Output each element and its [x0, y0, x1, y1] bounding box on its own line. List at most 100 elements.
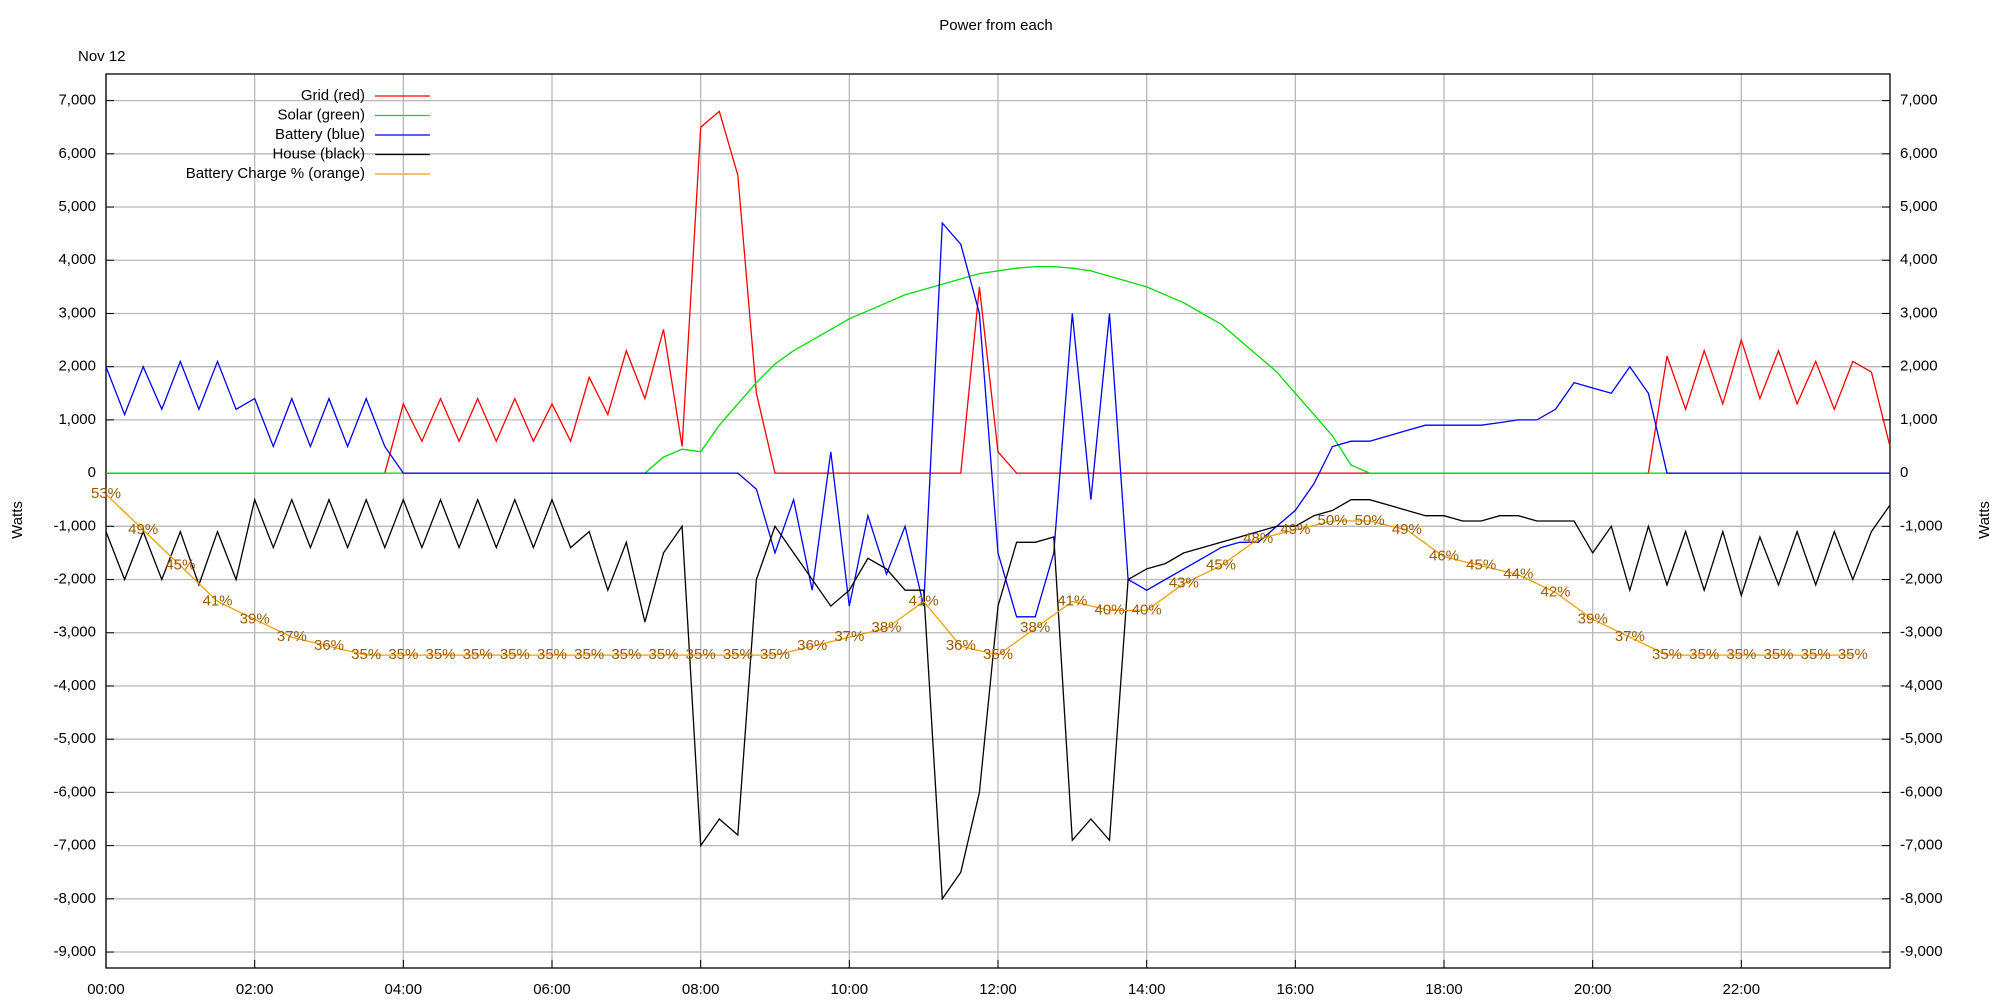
y2-tick-label: 2,000 [1900, 358, 1938, 375]
legend-label: House (black) [272, 145, 365, 162]
y2-tick-label: 4,000 [1900, 251, 1938, 268]
y-tick-label: -6,000 [53, 783, 96, 800]
data-label: 36% [946, 637, 976, 654]
legend-label: Solar (green) [277, 106, 365, 123]
data-label: 43% [1169, 575, 1199, 592]
y-tick-label: 6,000 [58, 145, 96, 162]
data-label: 38% [871, 619, 901, 636]
y-tick-label: -4,000 [53, 677, 96, 694]
data-label: 42% [1540, 583, 1570, 600]
y-tick-label: -7,000 [53, 837, 96, 854]
y2-tick-label: -8,000 [1900, 890, 1943, 907]
data-label: 49% [1280, 521, 1310, 538]
legend-label: Grid (red) [301, 87, 365, 104]
data-label: 35% [760, 646, 790, 663]
data-label: 41% [1057, 592, 1087, 609]
y2-tick-label: -1,000 [1900, 517, 1943, 534]
x-tick-label: 22:00 [1723, 981, 1761, 998]
data-label: 53% [91, 485, 121, 502]
chart-title: Power from each [939, 17, 1052, 34]
data-label: 35% [425, 646, 455, 663]
x-tick-label: 14:00 [1128, 981, 1166, 998]
y2-tick-label: 6,000 [1900, 145, 1938, 162]
data-label: 45% [1206, 557, 1236, 574]
y-tick-label: -9,000 [53, 943, 96, 960]
y2-axis-label: Watts [1976, 501, 1993, 539]
y-tick-label: 1,000 [58, 411, 96, 428]
x-tick-label: 20:00 [1574, 981, 1612, 998]
data-label: 35% [388, 646, 418, 663]
data-label: 35% [648, 646, 678, 663]
y-tick-label: 7,000 [58, 92, 96, 109]
data-label: 36% [797, 637, 827, 654]
data-label: 35% [983, 646, 1013, 663]
data-label: 35% [723, 646, 753, 663]
series-line [105, 221, 1890, 618]
chart-subtitle: Nov 12 [78, 48, 126, 65]
y-tick-label: 5,000 [58, 198, 96, 215]
x-tick-label: 10:00 [831, 981, 869, 998]
y2-tick-label: -4,000 [1900, 677, 1943, 694]
plot-frame [105, 73, 1891, 969]
data-label: 35% [1838, 646, 1868, 663]
data-label: 48% [1243, 530, 1273, 547]
x-tick-label: 06:00 [533, 981, 571, 998]
y-tick-label: -8,000 [53, 890, 96, 907]
x-tick-label: 00:00 [87, 981, 125, 998]
data-label: 35% [351, 646, 381, 663]
x-tick-label: 16:00 [1277, 981, 1315, 998]
y2-tick-label: -3,000 [1900, 624, 1943, 641]
series-line [105, 497, 1891, 901]
y2-tick-label: 3,000 [1900, 304, 1938, 321]
data-label: 45% [165, 557, 195, 574]
data-label: 35% [537, 646, 567, 663]
y2-tick-label: 0 [1900, 464, 1908, 481]
y-tick-label: -1,000 [53, 517, 96, 534]
data-label: 41% [202, 592, 232, 609]
data-label: 35% [1689, 646, 1719, 663]
y2-tick-label: -6,000 [1900, 783, 1943, 800]
x-tick-label: 04:00 [385, 981, 423, 998]
data-label: 41% [909, 592, 939, 609]
data-label: 44% [1503, 566, 1533, 583]
y2-tick-label: -7,000 [1900, 837, 1943, 854]
data-label: 36% [314, 637, 344, 654]
data-label: 35% [500, 646, 530, 663]
y-tick-label: -2,000 [53, 571, 96, 588]
data-label: 50% [1317, 512, 1347, 529]
data-label: 40% [1132, 601, 1162, 618]
x-tick-label: 02:00 [236, 981, 274, 998]
y-tick-label: -3,000 [53, 624, 96, 641]
data-label: 35% [463, 646, 493, 663]
data-label: 35% [686, 646, 716, 663]
y2-tick-label: 1,000 [1900, 411, 1938, 428]
legend-label: Battery (blue) [275, 126, 365, 143]
y-tick-label: -5,000 [53, 730, 96, 747]
data-label: 35% [1763, 646, 1793, 663]
series-line [105, 493, 1853, 656]
data-label: 37% [1615, 628, 1645, 645]
y-tick-label: 4,000 [58, 251, 96, 268]
data-label: 40% [1094, 601, 1124, 618]
data-label: 50% [1355, 512, 1385, 529]
x-tick-label: 08:00 [682, 981, 720, 998]
y-tick-label: 0 [88, 464, 96, 481]
y2-tick-label: -9,000 [1900, 943, 1943, 960]
data-label: 35% [1652, 646, 1682, 663]
x-tick-label: 12:00 [979, 981, 1017, 998]
data-label: 49% [1392, 521, 1422, 538]
data-label: 35% [611, 646, 641, 663]
y-tick-label: 3,000 [58, 304, 96, 321]
data-label: 35% [1726, 646, 1756, 663]
y-axis-label: Watts [9, 501, 26, 539]
data-label: 45% [1466, 557, 1496, 574]
data-label: 35% [574, 646, 604, 663]
data-label: 37% [277, 628, 307, 645]
data-label: 35% [1801, 646, 1831, 663]
y2-tick-label: 5,000 [1900, 198, 1938, 215]
y2-tick-label: -2,000 [1900, 571, 1943, 588]
data-label: 46% [1429, 548, 1459, 565]
legend-label: Battery Charge % (orange) [186, 165, 365, 182]
